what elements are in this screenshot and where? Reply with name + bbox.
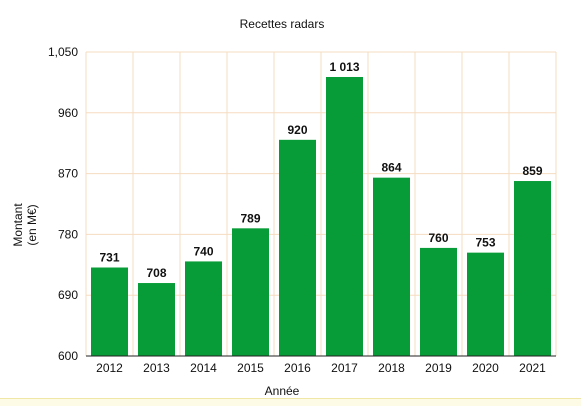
- x-tick-label-2015: 2015: [237, 361, 264, 375]
- y-tick-label: 600: [58, 349, 78, 363]
- data-label-2021: 859: [522, 164, 542, 178]
- data-label-2020: 753: [475, 236, 495, 250]
- y-tick-label: 690: [58, 288, 78, 302]
- bar-2020: [467, 252, 504, 356]
- x-tick-label-2018: 2018: [378, 361, 405, 375]
- x-tick-label-2012: 2012: [96, 361, 123, 375]
- footer-band: [0, 398, 581, 406]
- x-tick-label-2021: 2021: [519, 361, 546, 375]
- x-tick-label-2020: 2020: [472, 361, 499, 375]
- y-axis-ticks: 600 690 780 870 960 1,050: [48, 45, 78, 363]
- x-tick-label-2013: 2013: [143, 361, 170, 375]
- bar-2013: [138, 283, 175, 356]
- bar-2021: [514, 181, 551, 356]
- bar-2014: [185, 261, 222, 356]
- y-tick-label: 870: [58, 167, 78, 181]
- y-tick-label: 780: [58, 227, 78, 241]
- y-tick-label: 960: [58, 106, 78, 120]
- chart-title: Recettes radars: [240, 17, 325, 31]
- data-label-2014: 740: [193, 244, 213, 258]
- data-label-2012: 731: [99, 251, 119, 265]
- x-tick-label-2019: 2019: [425, 361, 452, 375]
- x-tick-label-2014: 2014: [190, 361, 217, 375]
- data-label-2018: 864: [381, 161, 401, 175]
- gridlines: [85, 51, 557, 357]
- y-axis-label-line-2: (en M€): [25, 204, 39, 245]
- data-label-2017: 1 013: [329, 60, 359, 74]
- data-label-2019: 760: [428, 231, 448, 245]
- y-axis-label: Montant (en M€): [11, 203, 39, 247]
- bar-2015: [232, 228, 269, 356]
- bar-2016: [279, 139, 316, 356]
- x-axis-ticks: 2012 2013 2014 2015 2016 2017 2018 2019 2020 2021: [96, 361, 546, 375]
- bar-2012: [91, 267, 128, 356]
- data-label-2015: 789: [240, 211, 260, 225]
- y-axis-label-line-1: Montant: [11, 203, 25, 247]
- x-axis-label: Année: [265, 384, 300, 398]
- x-tick-label-2016: 2016: [284, 361, 311, 375]
- bar-2017: [326, 76, 363, 357]
- x-tick-label-2017: 2017: [331, 361, 358, 375]
- data-label-2016: 920: [287, 123, 307, 137]
- bar-2018: [373, 177, 410, 356]
- bar-2019: [420, 247, 457, 356]
- bars: [91, 76, 551, 357]
- data-labels: 731 708 740 789 920 1 013 864 760 753 859: [99, 60, 542, 280]
- data-label-2013: 708: [146, 266, 166, 280]
- y-tick-label: 1,050: [48, 45, 78, 59]
